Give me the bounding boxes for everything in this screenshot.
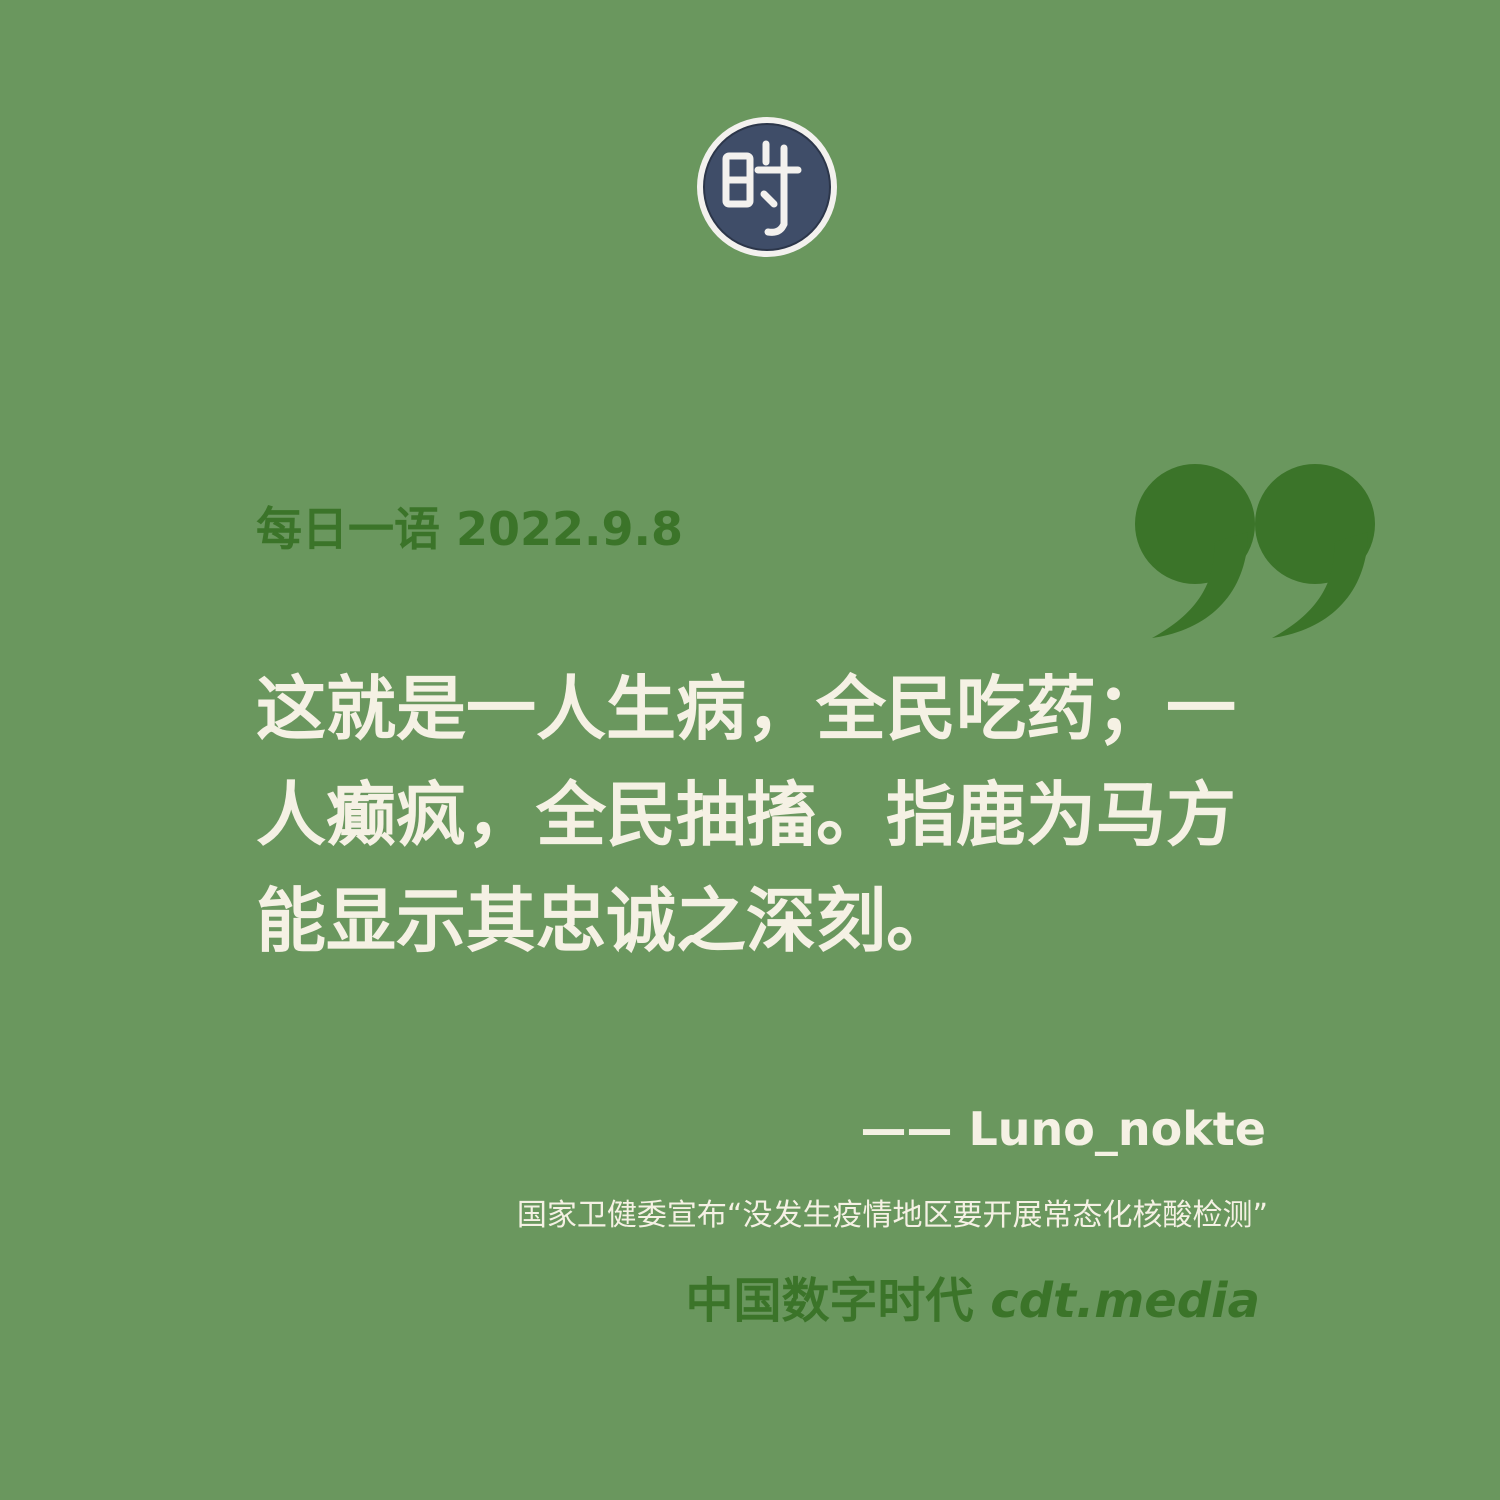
quote-text: 这就是一人生病，全民吃药；一人癫疯，全民抽搐。指鹿为马方能显示其忠诚之深刻。 (256, 667, 1236, 962)
brand-name: 中国数字时代 (685, 1273, 974, 1329)
site-logo (694, 114, 840, 260)
seal-logo-icon (697, 117, 837, 257)
daily-quote-header: 每日一语 2022.9.8 (256, 496, 683, 562)
quote-source: 国家卫健委宣布“没发生疫情地区要开展常态化核酸检测” (516, 1198, 1268, 1233)
closing-quote-icon (1130, 462, 1380, 642)
brand-footer: 中国数字时代 cdt.media (686, 1268, 1261, 1334)
header-label: 每日一语 (256, 502, 440, 556)
quote-author: —— Luno_nokte (860, 1098, 1266, 1160)
author-dash: —— (860, 1102, 953, 1156)
author-name: Luno_nokte (968, 1102, 1266, 1156)
header-date: 2022.9.8 (456, 502, 684, 556)
brand-url: cdt.media (990, 1273, 1260, 1329)
